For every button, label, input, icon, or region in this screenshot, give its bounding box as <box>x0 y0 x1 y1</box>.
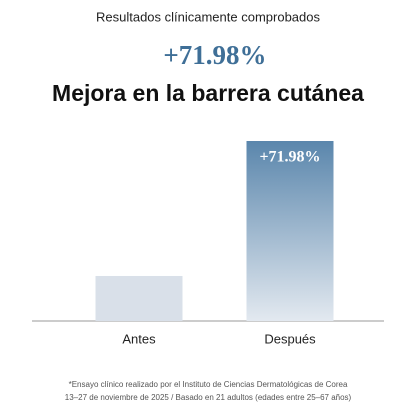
value-label: +71.98% <box>259 149 320 166</box>
bar <box>95 275 183 321</box>
chart-title: Mejora en la barrera cutánea <box>52 80 364 106</box>
footnote: 13–27 de noviembre de 2025 / Basado en 2… <box>65 393 352 402</box>
highlight: +71.98% <box>163 40 266 70</box>
bar <box>246 141 334 321</box>
x-tick-label: Después <box>264 331 316 346</box>
x-tick-label: Antes <box>122 331 156 346</box>
chart-subtitle: Resultados clínicamente comprobados <box>96 9 321 24</box>
footnote: *Ensayo clínico realizado por el Institu… <box>69 380 348 389</box>
